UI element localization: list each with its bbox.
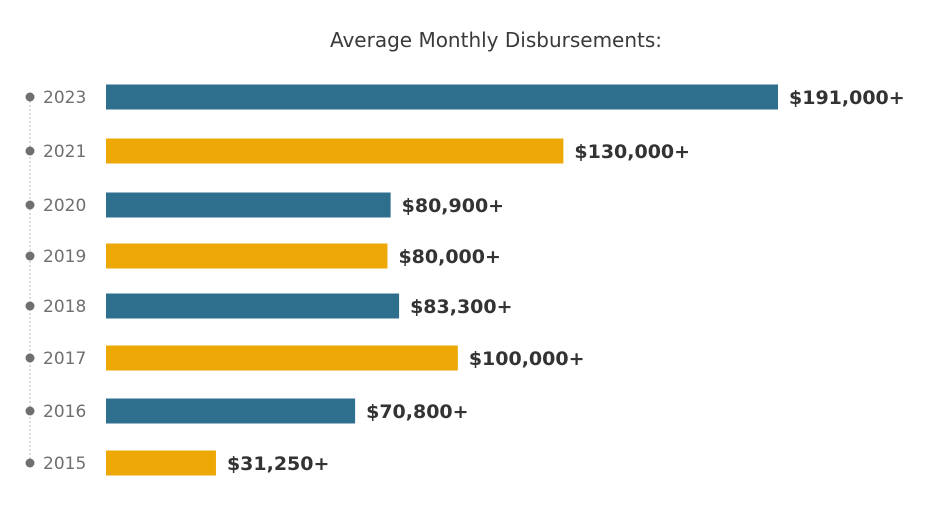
value-label: $80,900+: [402, 195, 504, 217]
value-label: $70,800+: [366, 401, 468, 423]
value-label: $191,000+: [789, 87, 905, 109]
chart-title: Average Monthly Disbursements:: [330, 28, 662, 52]
timeline-dot: [25, 92, 35, 102]
bar: [106, 293, 400, 319]
labels: 2023 $191,000+ 2021 $130,000+ 2020 $80,900+ 20…: [43, 87, 905, 475]
value-label: $100,000+: [469, 348, 585, 370]
value-label: $83,300+: [410, 296, 512, 318]
bar: [106, 84, 778, 110]
bar: [106, 450, 216, 476]
bar: [106, 398, 356, 424]
bars: [106, 84, 778, 476]
year-label: 2017: [43, 349, 86, 369]
year-label: 2015: [43, 454, 86, 474]
bar: [106, 243, 388, 269]
bar: [106, 192, 391, 218]
timeline-dot: [25, 406, 35, 416]
year-label: 2019: [43, 247, 86, 267]
value-label: $130,000+: [574, 141, 690, 163]
year-label: 2018: [43, 297, 86, 317]
year-label: 2021: [43, 142, 86, 162]
timeline-dot: [25, 200, 35, 210]
timeline-dot: [25, 146, 35, 156]
timeline-dot: [25, 353, 35, 363]
value-label: $31,250+: [227, 453, 329, 475]
timeline-dot: [25, 301, 35, 311]
timeline-dot: [25, 458, 35, 468]
year-label: 2023: [43, 88, 86, 108]
timeline: [25, 92, 35, 468]
year-label: 2020: [43, 196, 86, 216]
bar: [106, 138, 564, 164]
timeline-dot: [25, 251, 35, 261]
value-label: $80,000+: [398, 246, 500, 268]
year-label: 2016: [43, 402, 86, 422]
bar: [106, 345, 458, 371]
